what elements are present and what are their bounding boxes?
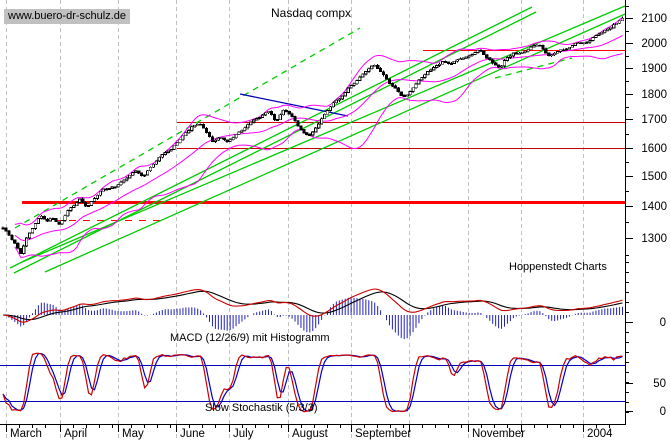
price-axis-labels: 2100 2000 1900 1800 1700 1600 1500 1400 1300 0 50 0	[641, 13, 667, 418]
bollinger-bands	[14, 17, 623, 258]
horizontal-levels	[22, 50, 625, 221]
price-tick-label: 1900	[641, 63, 667, 75]
macd-indicator-label: MACD (12/26/9) mit Histogramm	[170, 332, 330, 344]
stochastic-indicator-label: Slow Stochastik (5/3/3)	[205, 402, 318, 414]
price-tick-label: 1600	[641, 143, 667, 155]
branding-label: Hoppenstedt Charts	[509, 261, 607, 273]
month-label: May	[122, 428, 144, 440]
month-label: November	[472, 428, 525, 440]
month-label: June	[180, 428, 205, 440]
watermark: www.buero-dr-schulz.de	[4, 9, 130, 24]
month-label: April	[64, 428, 87, 440]
month-label: August	[292, 428, 329, 440]
macd-panel	[2, 288, 623, 339]
price-tick-label: 1400	[641, 201, 667, 213]
price-tick-label: 1800	[641, 89, 667, 101]
price-tick-label: 1300	[641, 233, 667, 245]
price-tick-label: 2100	[641, 13, 667, 25]
month-label: July	[233, 428, 254, 440]
candlestick-series	[1, 16, 625, 255]
month-label: September	[355, 428, 411, 440]
month-label: March	[10, 428, 42, 440]
indicator-tick-label: 0	[660, 317, 666, 329]
chart-title: Nasdaq compx	[271, 6, 352, 20]
price-tick-label: 2000	[641, 38, 667, 50]
indicator-tick-label: 50	[653, 378, 666, 390]
price-tick-label: 1500	[641, 171, 667, 183]
axes	[0, 0, 633, 432]
price-tick-label: 1700	[641, 114, 667, 126]
indicator-tick-label: 0	[660, 406, 666, 418]
trend-lines	[9, 5, 626, 274]
stochastic-panel	[0, 352, 625, 413]
month-label: 2004	[587, 428, 613, 440]
month-labels: March April May June July August September Nove…	[10, 428, 613, 440]
